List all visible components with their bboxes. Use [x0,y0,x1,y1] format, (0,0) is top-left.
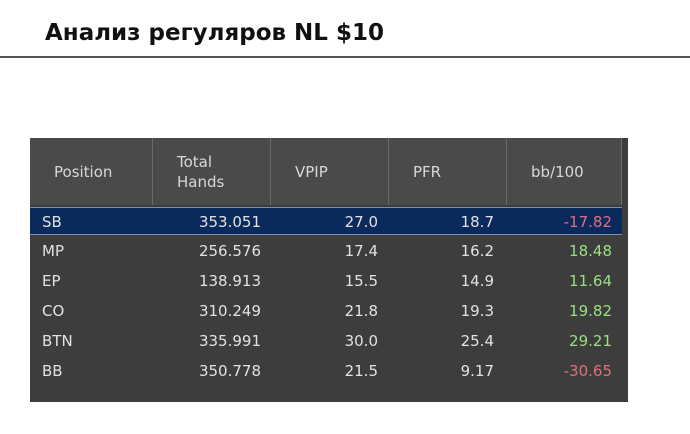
column-header-text: Total Hands [177,152,225,191]
table-cell: 9.17 [460,362,494,380]
table-cell: CO [42,302,65,320]
table-cell: 30.0 [344,332,378,350]
table-row[interactable]: CO 310.249 21.8 19.3 19.82 [30,297,622,325]
table-cell: -17.82 [563,213,612,231]
table-cell: 21.5 [344,362,378,380]
table-cell: 18.7 [460,213,494,231]
table-cell: 14.9 [460,272,494,290]
table-row[interactable]: EP 138.913 15.5 14.9 11.64 [30,267,622,295]
table-cell: 138.913 [198,272,261,290]
column-header-text: bb/100 [531,162,584,181]
table-cell: 335.991 [198,332,261,350]
table-cell: 18.48 [569,242,612,260]
table-cell: 16.2 [460,242,494,260]
table-cell: SB [42,213,62,231]
table-row[interactable]: SB 353.051 27.0 18.7 -17.82 [30,207,622,235]
table-cell: 17.4 [344,242,378,260]
table-cell: 29.21 [569,332,612,350]
table-row[interactable]: MP 256.576 17.4 16.2 18.48 [30,237,622,265]
table-cell: 353.051 [198,213,261,231]
table-cell: -30.65 [563,362,612,380]
table-cell: 256.576 [198,242,261,260]
column-header[interactable]: Total Hands [153,138,271,205]
column-header[interactable]: bb/100 [507,138,622,205]
table-cell: BTN [42,332,73,350]
column-header-text: Position [54,162,113,181]
table-cell: MP [42,242,64,260]
table-cell: 310.249 [198,302,261,320]
table-cell: 25.4 [460,332,494,350]
column-header-text: VPIP [295,162,328,181]
title-rule [0,56,690,58]
table-cell: 21.8 [344,302,378,320]
stats-table: Position Total Hands VPIP PFR bb/100 SB 353.05… [30,138,628,402]
table-cell: 11.64 [569,272,612,290]
table-cell: 19.3 [460,302,494,320]
slide-title: Анализ регуляров NL $10 [45,20,384,46]
table-cell: 27.0 [344,213,378,231]
table-row[interactable]: BB 350.778 21.5 9.17 -30.65 [30,357,622,385]
table-cell: BB [42,362,63,380]
table-cell: 15.5 [344,272,378,290]
table-cell: 350.778 [198,362,261,380]
column-header[interactable]: Position [30,138,153,205]
table-row[interactable]: BTN 335.991 30.0 25.4 29.21 [30,327,622,355]
column-header-text: PFR [413,162,442,181]
table-cell: 19.82 [569,302,612,320]
column-header[interactable]: PFR [389,138,507,205]
column-header[interactable]: VPIP [271,138,389,205]
table-cell: EP [42,272,61,290]
